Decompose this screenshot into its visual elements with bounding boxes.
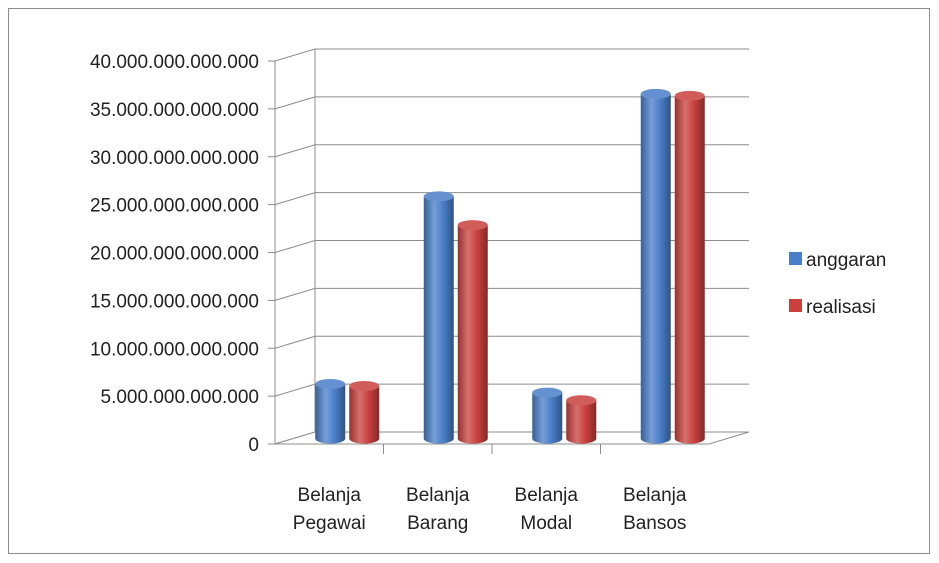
bar-top-anggaran bbox=[532, 387, 563, 398]
bar-top-realisasi bbox=[349, 380, 380, 391]
x-category-label: Modal bbox=[520, 513, 572, 534]
gridline bbox=[274, 144, 749, 158]
y-tick-label: 30.000.000.000.000 bbox=[90, 148, 259, 169]
bar-realisasi bbox=[457, 225, 488, 444]
x-category-label: Belanja bbox=[406, 485, 470, 506]
legend-label: anggaran bbox=[806, 250, 886, 271]
bar-anggaran bbox=[315, 384, 346, 444]
y-tick-label: 20.000.000.000.000 bbox=[90, 244, 259, 265]
x-category-label: Bansos bbox=[623, 513, 686, 534]
legend-label: realisasi bbox=[806, 297, 876, 318]
gridline bbox=[274, 192, 749, 206]
y-tick-label: 25.000.000.000.000 bbox=[90, 196, 259, 217]
legend-swatch bbox=[789, 252, 802, 265]
gridline bbox=[274, 383, 749, 397]
gridline bbox=[274, 96, 749, 110]
y-tick-label: 10.000.000.000.000 bbox=[90, 339, 259, 360]
x-category-label: Belanja bbox=[623, 485, 687, 506]
chart-svg: 0 5.000.000.000.000 10.000.000.000.000 15.0… bbox=[90, 48, 886, 534]
bar-top-realisasi bbox=[457, 220, 488, 231]
y-tick-label: 15.000.000.000.000 bbox=[90, 291, 259, 312]
bar-top-anggaran bbox=[640, 88, 671, 99]
bar-realisasi bbox=[566, 400, 597, 444]
legend-swatch bbox=[789, 299, 802, 312]
bar-anggaran bbox=[423, 196, 454, 444]
x-category-label: Pegawai bbox=[293, 513, 366, 534]
x-category-label: Belanja bbox=[515, 485, 579, 506]
gridline bbox=[274, 287, 749, 301]
bar-anggaran bbox=[532, 392, 563, 444]
bar-top-anggaran bbox=[315, 379, 346, 390]
y-tick-label: 40.000.000.000.000 bbox=[90, 52, 259, 73]
bar-top-anggaran bbox=[423, 191, 454, 202]
y-tick-label: 5.000.000.000.000 bbox=[101, 387, 260, 408]
gridline bbox=[274, 240, 749, 253]
chart-frame: 0 5.000.000.000.000 10.000.000.000.000 15.0… bbox=[8, 8, 930, 554]
bar-realisasi bbox=[674, 95, 705, 444]
bar-anggaran bbox=[640, 93, 671, 444]
y-tick-label: 35.000.000.000.000 bbox=[90, 100, 259, 121]
x-category-label: Barang bbox=[407, 513, 468, 534]
gridline bbox=[274, 335, 749, 349]
x-category-label: Belanja bbox=[298, 485, 362, 506]
y-tick-label: 0 bbox=[248, 435, 259, 456]
chart-floor bbox=[274, 431, 750, 445]
bar-top-realisasi bbox=[674, 90, 705, 101]
bar-top-realisasi bbox=[566, 395, 597, 406]
gridline bbox=[274, 48, 749, 62]
bar-realisasi bbox=[349, 385, 380, 444]
